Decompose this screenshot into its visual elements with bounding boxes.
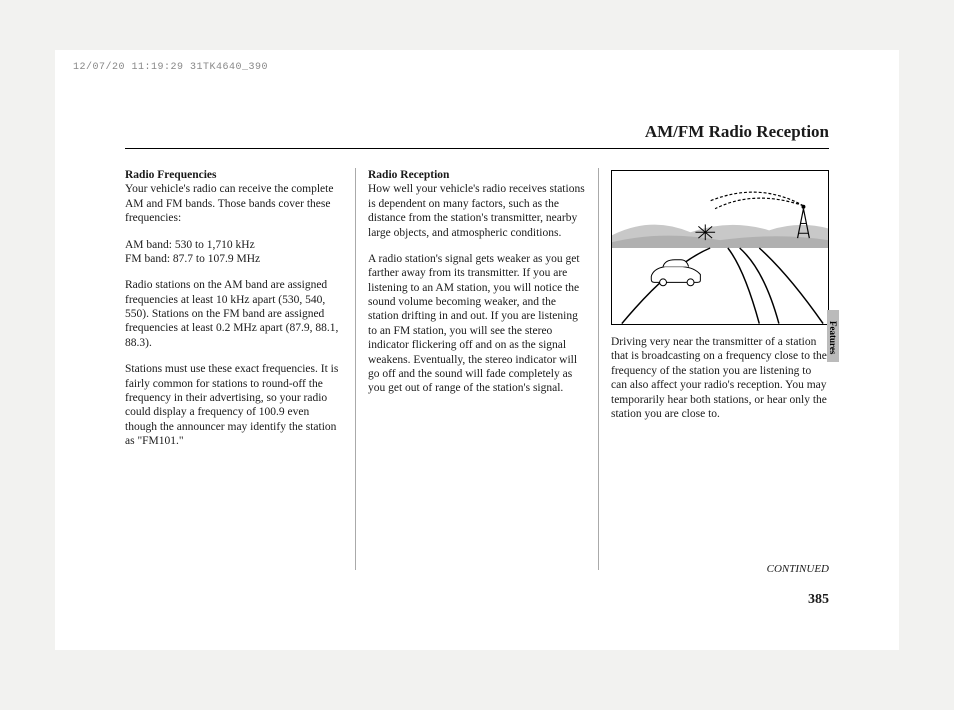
body-text: Your vehicle's radio can receive the com…	[125, 183, 333, 224]
body-text: A radio station's signal gets weaker as …	[368, 253, 580, 394]
signal-arcs-icon	[710, 192, 803, 209]
column-3: Driving very near the transmitter of a s…	[599, 168, 829, 570]
para: A radio station's signal gets weaker as …	[368, 252, 586, 396]
column-2: Radio Reception How well your vehicle's …	[356, 168, 599, 570]
page-number: 385	[808, 592, 829, 608]
para: Radio stations on the AM band are assign…	[125, 278, 343, 350]
body-text: AM band: 530 to 1,710 kHz	[125, 239, 255, 251]
page-title: AM/FM Radio Reception	[645, 122, 829, 142]
continued-label: CONTINUED	[767, 563, 829, 575]
content-columns: Radio Frequencies Your vehicle's radio c…	[125, 168, 829, 570]
body-text: Radio stations on the AM band are assign…	[125, 279, 338, 349]
body-text: How well your vehicle's radio receives s…	[368, 183, 585, 238]
para: Radio Reception How well your vehicle's …	[368, 168, 586, 240]
para: AM band: 530 to 1,710 kHz FM band: 87.7 …	[125, 238, 343, 267]
para: Radio Frequencies Your vehicle's radio c…	[125, 168, 343, 226]
para: Stations must use these exact frequencie…	[125, 362, 343, 448]
title-rule	[125, 148, 829, 149]
manual-page: 12/07/20 11:19:29 31TK4640_390 AM/FM Rad…	[55, 50, 899, 650]
subhead-radio-frequencies: Radio Frequencies	[125, 169, 216, 181]
subhead-radio-reception: Radio Reception	[368, 169, 449, 181]
column-1: Radio Frequencies Your vehicle's radio c…	[125, 168, 356, 570]
body-text: Driving very near the transmitter of a s…	[611, 336, 827, 420]
sun-icon	[695, 224, 715, 240]
body-text: Stations must use these exact frequencie…	[125, 363, 338, 447]
body-text: FM band: 87.7 to 107.9 MHz	[125, 253, 260, 265]
tower-icon	[798, 205, 810, 238]
signal-svg	[612, 171, 828, 324]
road	[622, 248, 823, 324]
car-icon	[651, 260, 700, 286]
header-timestamp: 12/07/20 11:19:29 31TK4640_390	[73, 62, 268, 73]
signal-illustration	[611, 170, 829, 325]
section-tab-features: Features	[827, 310, 839, 362]
para: Driving very near the transmitter of a s…	[611, 335, 829, 421]
